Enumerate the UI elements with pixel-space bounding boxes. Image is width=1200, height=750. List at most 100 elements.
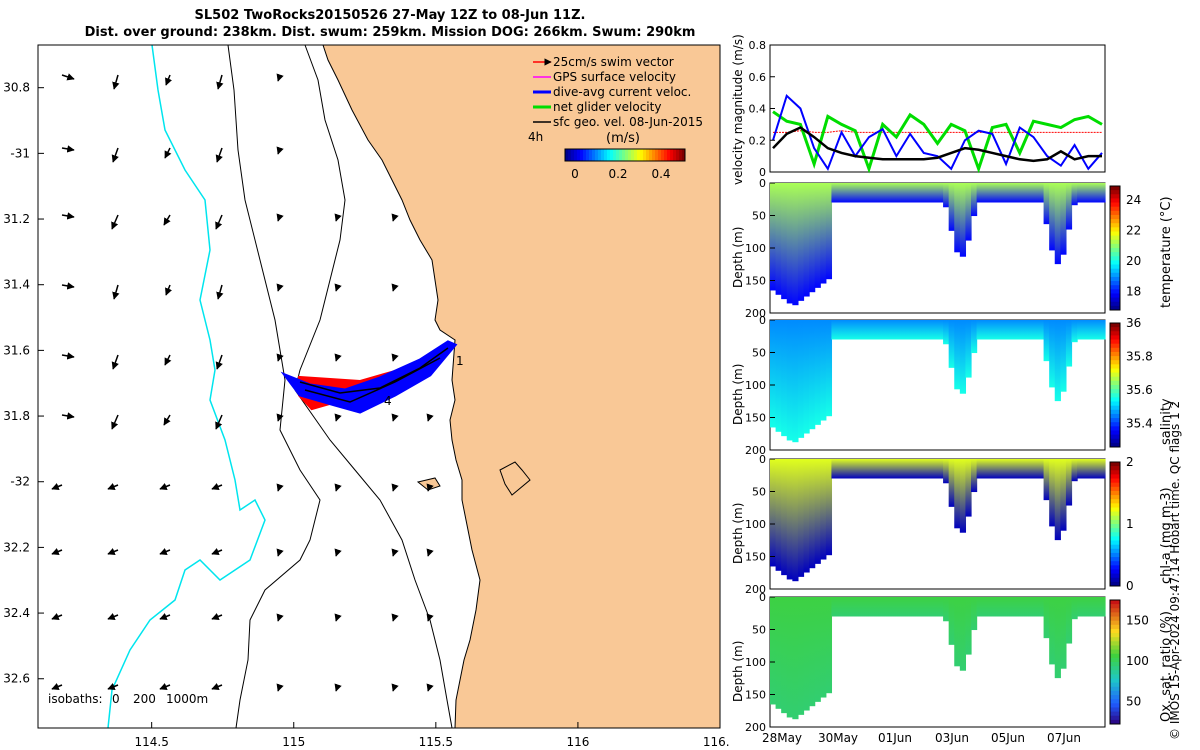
section-cell	[892, 459, 900, 479]
map-cbar-tick-2: 0.4	[651, 167, 670, 181]
section-cbar-cell	[1110, 360, 1120, 365]
section-cell	[943, 183, 950, 208]
section-cell	[887, 459, 894, 479]
section-cbar-cell	[1110, 364, 1120, 369]
current-vector	[216, 74, 224, 90]
depth-tick-label: 200	[745, 721, 766, 734]
section-cbar-cell	[1110, 690, 1120, 696]
section-cell	[864, 597, 872, 617]
map-cbar-cell	[634, 149, 638, 161]
current-vector	[163, 414, 171, 426]
velocity-ylabel: velocity magnitude (m/s)	[731, 34, 745, 185]
velocity-ytick-label: 0	[759, 166, 766, 179]
current-vector	[159, 548, 171, 555]
section-cbar-cell	[1110, 426, 1120, 431]
velocity-series-net	[772, 110, 1103, 174]
section-cell	[909, 320, 916, 340]
isobath-1000m	[107, 44, 266, 729]
map-cbar-cell	[664, 149, 668, 161]
legend-colorbar-label: (m/s)	[606, 131, 640, 146]
current-vector	[276, 548, 284, 557]
section-cbar-cell	[1110, 666, 1120, 671]
section-cell	[1077, 183, 1084, 203]
section-cell	[1032, 183, 1039, 203]
section-cell	[842, 597, 849, 617]
current-vector	[276, 483, 284, 492]
section-cbar-cell	[1110, 343, 1120, 349]
legend-swim-vector: 25cm/s swim vector	[553, 55, 674, 69]
section-cell	[998, 597, 1006, 617]
section-cbar-cell	[1110, 264, 1120, 270]
depth-tick-label: 0	[759, 591, 766, 604]
section-cbar-label: Ox. sat. ratio (%)	[1159, 611, 1174, 722]
map-x-ticks: 114.5 115 115.5 116 116.5	[134, 722, 730, 749]
section-cell	[781, 459, 788, 576]
section-cbar-cell	[1110, 405, 1120, 411]
current-vector	[426, 413, 434, 422]
section-cell	[781, 183, 788, 300]
section-cell	[848, 459, 855, 479]
section-cell	[1071, 183, 1078, 206]
velocity-panel: 0 0.2 0.4 0.6 0.8 velocity magnitude (m/s)	[731, 34, 1106, 185]
section-cell	[931, 320, 939, 340]
map-cbar-cell	[577, 149, 581, 161]
map-ytick-label: 32.6	[3, 672, 30, 686]
section-cell	[898, 597, 905, 617]
map-cbar-cell	[616, 149, 620, 161]
depth-tick-label: 150	[745, 689, 766, 702]
isobath-legend: isobaths: 0 200 1000m	[48, 692, 208, 706]
section-cell	[898, 183, 905, 203]
section-cbar-cell	[1110, 503, 1120, 508]
section-cell	[1093, 459, 1101, 479]
map-cbar-cell	[661, 149, 665, 161]
current-vector	[159, 483, 171, 490]
section-cell	[825, 597, 833, 694]
section-cell	[937, 183, 944, 203]
section-cell	[1015, 183, 1022, 203]
section-cell	[1082, 459, 1089, 479]
current-vector	[276, 613, 284, 622]
section-cell	[1010, 597, 1017, 617]
section-cell	[1054, 459, 1061, 541]
section-cbar-cell	[1110, 532, 1120, 537]
map-ytick-label: 31.2	[3, 212, 30, 226]
depth-tick-label: 200	[745, 444, 766, 457]
section-cell	[1093, 320, 1101, 340]
map-ytick-label: 30.8	[3, 81, 30, 95]
section-cbar-cell	[1110, 628, 1120, 634]
section-cbar-cell	[1110, 608, 1120, 613]
section-cell	[825, 320, 833, 417]
section-cbar-cell	[1110, 372, 1120, 378]
velocity-ytick-label: 0.2	[749, 134, 767, 147]
current-vector	[211, 483, 223, 490]
section-cell	[870, 459, 877, 479]
section-cell	[915, 597, 922, 617]
section-cell	[1088, 597, 1095, 617]
current-vector	[391, 283, 399, 292]
section-cell	[971, 597, 978, 631]
section-cell	[864, 320, 872, 340]
section-cell	[1099, 459, 1106, 479]
current-vector	[215, 354, 223, 370]
map-cbar-cell	[655, 149, 659, 161]
section-cell	[920, 320, 927, 340]
section-cbar-cell	[1110, 239, 1120, 245]
section-cbar-cell	[1110, 604, 1120, 609]
section-cbar-cell	[1110, 478, 1120, 484]
section-cell	[954, 320, 961, 390]
section-cell	[1026, 320, 1034, 340]
section-cell	[1077, 459, 1084, 479]
map-cbar-cell	[652, 149, 656, 161]
section-cbar-cell	[1110, 422, 1120, 427]
map-cbar-cell	[667, 149, 671, 161]
section-cell	[1021, 597, 1028, 617]
section-cell	[1004, 597, 1011, 617]
section-cell	[1032, 597, 1039, 617]
section-cell	[1054, 597, 1061, 679]
current-vector	[211, 548, 223, 555]
map-cbar-cell	[613, 149, 617, 161]
section-cbar-cell	[1110, 699, 1120, 704]
section-cell	[848, 597, 855, 617]
section-cell	[837, 320, 844, 340]
section-cbar-cell	[1110, 528, 1120, 533]
